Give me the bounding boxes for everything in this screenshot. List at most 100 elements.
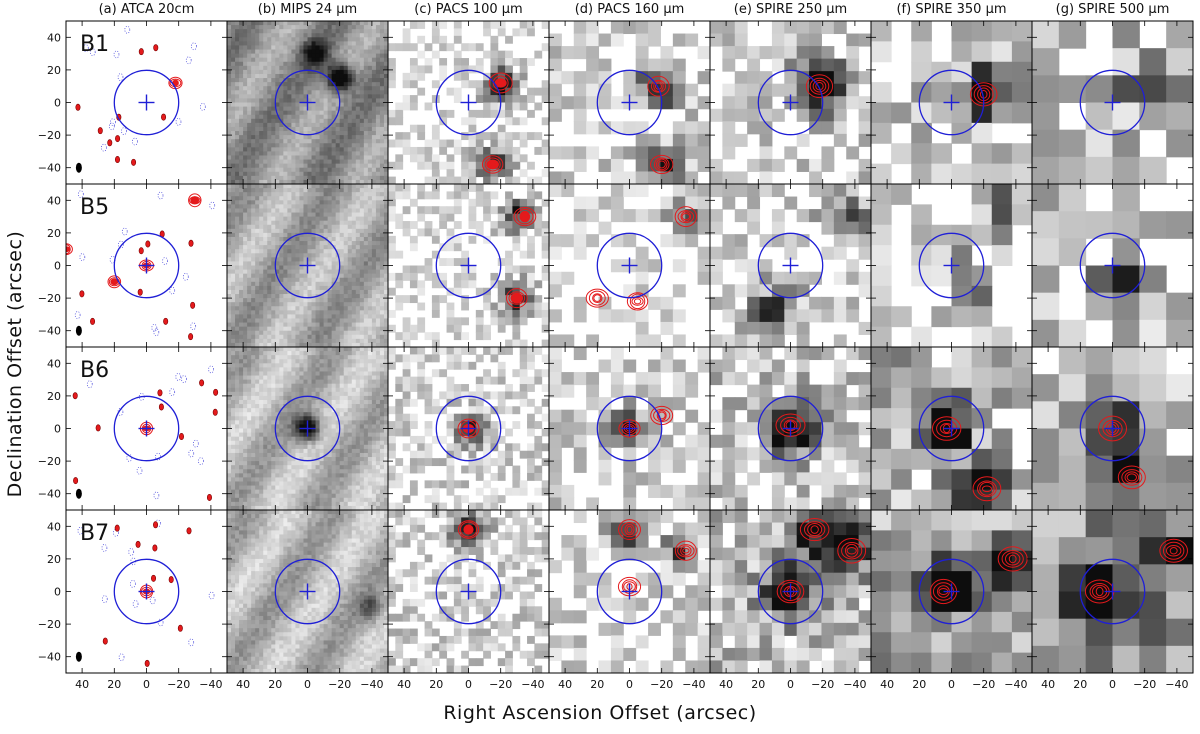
contour [189, 240, 193, 246]
contour [73, 477, 77, 483]
x-tick-label: −20 [972, 678, 995, 691]
negative-contour [119, 654, 124, 661]
x-tick-label: −20 [1133, 678, 1156, 691]
panel-B5-mips [227, 184, 389, 348]
negative-contour [193, 440, 198, 447]
x-tick-label: −20 [650, 678, 673, 691]
y-tick-label: −40 [38, 651, 61, 664]
y-tick-label: 0 [54, 260, 61, 273]
row-label-B6: B6 [80, 358, 109, 383]
row-label-B1: B1 [80, 32, 109, 57]
panel-B5-spire500 [1032, 184, 1194, 348]
x-tick-label: 0 [626, 678, 633, 691]
x-tick-label: −20 [167, 678, 190, 691]
contour [190, 302, 194, 308]
negative-contour [122, 128, 127, 135]
y-tick-label: −40 [38, 325, 61, 338]
column-title-spire350: (f) SPIRE 350 μm [871, 2, 1032, 17]
y-tick-label: −20 [38, 129, 61, 142]
panel-B1-mips [227, 21, 389, 185]
negative-contour [182, 376, 187, 383]
contour [490, 162, 496, 167]
negative-contour [102, 596, 107, 603]
contour [115, 156, 119, 162]
x-tick-label: 20 [1073, 678, 1087, 691]
negative-contour [132, 138, 137, 145]
contour [103, 638, 107, 644]
x-tick-label: 0 [948, 678, 955, 691]
y-tick-label: −20 [38, 455, 61, 468]
y-tick-label: 20 [47, 64, 61, 77]
negative-contour [189, 639, 194, 646]
column-title-mips: (b) MIPS 24 μm [227, 2, 388, 17]
y-tick-label: 40 [47, 357, 61, 370]
y-axis-label: Declination Offset (arcsec) [4, 204, 26, 524]
y-tick-label: 0 [54, 586, 61, 599]
contour [497, 81, 504, 85]
contour [115, 135, 119, 141]
negative-contour [191, 323, 196, 330]
negative-contour [122, 228, 127, 235]
panel-B1-pacs160 [549, 21, 711, 185]
negative-contour [152, 324, 157, 331]
y-tick-label: −40 [38, 162, 61, 175]
contour [169, 576, 173, 582]
negative-contour [191, 43, 196, 50]
contour [161, 114, 165, 120]
negative-contour [133, 600, 138, 607]
panel-B6-spire250 [710, 347, 872, 511]
panel-B1-spire500 [1032, 21, 1194, 185]
beam-ellipse [76, 163, 82, 173]
negative-contour [200, 103, 205, 110]
y-tick-label: 20 [47, 227, 61, 240]
contour [187, 528, 191, 534]
x-tick-label: 0 [1109, 678, 1116, 691]
x-tick-label: 0 [304, 678, 311, 691]
x-tick-label: −20 [811, 678, 834, 691]
contour [139, 48, 143, 54]
x-tick-label: 40 [397, 678, 411, 691]
contour [145, 660, 149, 666]
panel-B6-spire500 [1032, 347, 1194, 511]
contour [146, 241, 150, 247]
beam-ellipse [76, 652, 82, 662]
x-tick-label: 40 [236, 678, 250, 691]
negative-contour [170, 287, 175, 294]
x-axis-label: Right Ascension Offset (arcsec) [0, 702, 1200, 724]
panel-B6-spire350 [871, 347, 1033, 511]
negative-contour [183, 273, 188, 280]
negative-contour [150, 597, 155, 604]
contour [76, 104, 80, 110]
y-tick-label: 20 [47, 553, 61, 566]
negative-contour [109, 123, 114, 130]
contour [465, 527, 473, 532]
negative-contour [189, 450, 194, 457]
contour [163, 318, 167, 324]
contour [178, 625, 182, 631]
column-title-pacs100: (c) PACS 100 μm [388, 2, 549, 17]
negative-contour [170, 389, 175, 396]
negative-contour [75, 312, 80, 319]
y-tick-label: −20 [38, 292, 61, 305]
contour [213, 409, 217, 415]
contour [207, 494, 211, 500]
contour [131, 159, 135, 165]
x-tick-label: 20 [429, 678, 443, 691]
x-tick-label: 20 [268, 678, 282, 691]
x-tick-label: −40 [199, 678, 222, 691]
beam-ellipse [76, 326, 82, 336]
x-tick-label: −40 [521, 678, 544, 691]
negative-contour [125, 26, 130, 33]
contour [159, 404, 163, 410]
contour [90, 318, 94, 324]
negative-contour [163, 258, 168, 265]
x-tick-label: 40 [558, 678, 572, 691]
contour [213, 389, 217, 395]
negative-contour [80, 254, 85, 261]
y-tick-label: −40 [38, 488, 61, 501]
column-title-atca: (a) ATCA 20cm [66, 2, 227, 17]
